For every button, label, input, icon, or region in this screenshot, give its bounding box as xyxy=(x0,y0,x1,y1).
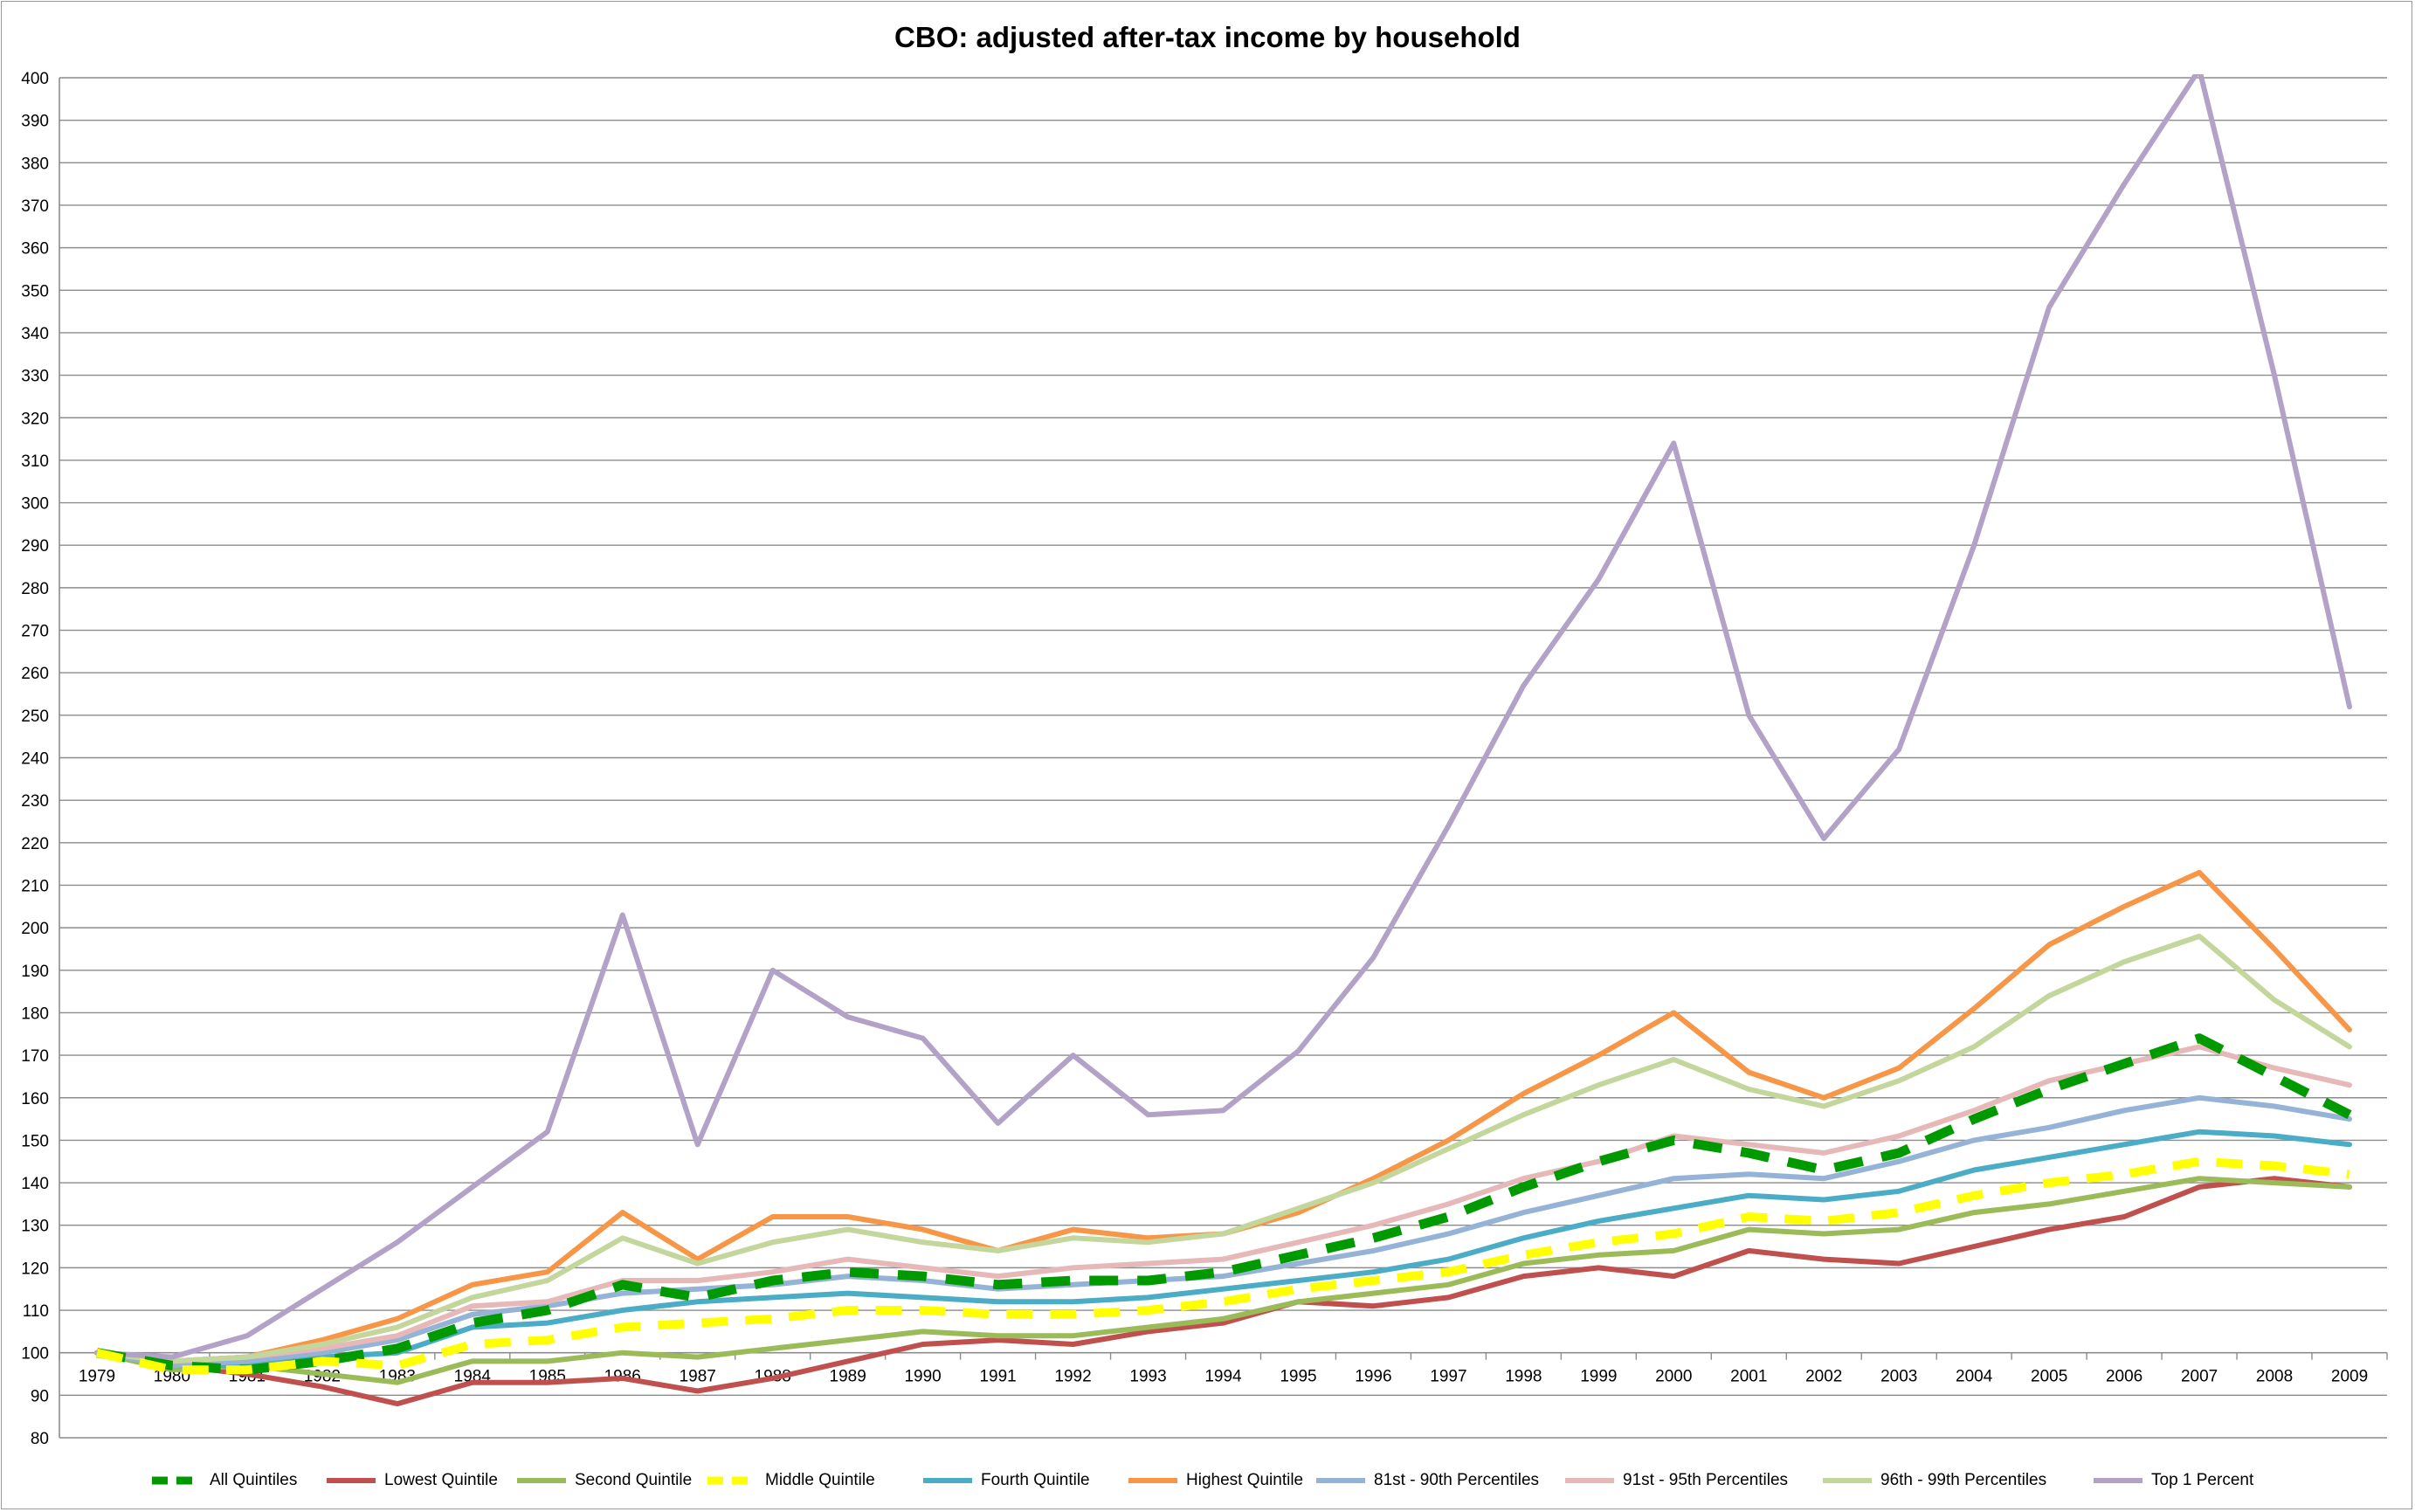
y-tick-label: 290 xyxy=(21,537,49,556)
x-tick-label: 1990 xyxy=(904,1368,941,1386)
y-tick-label: 100 xyxy=(21,1345,49,1364)
y-tick-label: 170 xyxy=(21,1047,49,1066)
x-tick-label: 1994 xyxy=(1204,1368,1242,1386)
x-tick-label: 1993 xyxy=(1129,1368,1166,1386)
legend-label: All Quintiles xyxy=(210,1471,298,1489)
y-tick-label: 160 xyxy=(21,1090,49,1108)
legend-swatch xyxy=(1823,1478,1872,1483)
legend-label: 81st - 90th Percentiles xyxy=(1374,1471,1540,1489)
series-line-fourth-quintile xyxy=(94,1129,2352,1369)
series-line-second-quintile xyxy=(94,1176,2352,1385)
y-tick-label: 330 xyxy=(21,368,49,386)
y-tick-label: 270 xyxy=(21,623,49,641)
legend-swatch xyxy=(1316,1478,1365,1483)
legend-item: Highest Quintile xyxy=(1127,1466,1303,1495)
y-tick-label: 230 xyxy=(21,792,49,811)
y-tick-label: 380 xyxy=(21,155,49,173)
y-tick-label: 110 xyxy=(23,1302,49,1321)
chart-title: CBO: adjusted after-tax income by househ… xyxy=(894,21,1521,53)
y-tick-label: 140 xyxy=(21,1175,49,1193)
legend-item: Middle Quintile xyxy=(706,1466,875,1495)
x-tick-label: 2003 xyxy=(1880,1368,1917,1386)
legend-label: Middle Quintile xyxy=(765,1471,875,1489)
series-line-96th-99th-percentiles xyxy=(94,933,2352,1364)
legend-swatch xyxy=(707,1476,756,1485)
legend-item: 96th - 99th Percentiles xyxy=(1821,1466,2046,1495)
x-tick-label: 1989 xyxy=(830,1368,866,1386)
legend-item: 91st - 95th Percentiles xyxy=(1563,1466,1788,1495)
legend-swatch xyxy=(2094,1478,2142,1483)
legend-item: Top 1 Percent xyxy=(2092,1466,2253,1495)
x-tick-label: 1980 xyxy=(154,1368,190,1386)
y-tick-label: 220 xyxy=(21,835,49,853)
series-line-top-1-percent xyxy=(94,74,2352,1360)
legend-label: Fourth Quintile xyxy=(981,1471,1090,1489)
y-tick-label: 350 xyxy=(21,282,49,300)
y-tick-label: 150 xyxy=(21,1132,49,1150)
x-tick-label: 2001 xyxy=(1730,1368,1767,1386)
y-tick-label: 180 xyxy=(21,1005,49,1023)
y-tick-label: 210 xyxy=(21,877,49,895)
x-tick-label: 1995 xyxy=(1280,1368,1316,1386)
y-tick-label: 130 xyxy=(21,1218,49,1236)
series-line-all-quintiles xyxy=(96,1033,2352,1375)
legend-item: 81st - 90th Percentiles xyxy=(1314,1466,1539,1495)
x-tick-label: 1998 xyxy=(1505,1368,1542,1386)
x-tick-label: 1979 xyxy=(79,1368,115,1386)
x-tick-label: 2009 xyxy=(2331,1368,2368,1386)
legend-label: 91st - 95th Percentiles xyxy=(1623,1471,1789,1489)
x-tick-label: 2007 xyxy=(2181,1368,2218,1386)
x-tick-label: 2008 xyxy=(2256,1368,2293,1386)
y-tick-label: 280 xyxy=(21,580,49,598)
y-tick-label: 260 xyxy=(21,665,49,683)
y-tick-label: 400 xyxy=(21,70,49,88)
legend-item: Second Quintile xyxy=(515,1466,692,1495)
legend-label: Second Quintile xyxy=(575,1471,693,1489)
legend-swatch xyxy=(517,1478,566,1483)
legend-swatch xyxy=(923,1478,972,1483)
y-tick-label: 80 xyxy=(31,1430,49,1448)
x-tick-label: 1999 xyxy=(1580,1368,1617,1386)
legend-item: Fourth Quintile xyxy=(921,1466,1090,1495)
legend-label: Lowest Quintile xyxy=(384,1471,498,1489)
legend-item: Lowest Quintile xyxy=(325,1466,498,1495)
legend-label: Top 1 Percent xyxy=(2151,1471,2254,1489)
legend-swatch xyxy=(1565,1478,1614,1483)
chart-legend: All Quintiles Lowest Quintile Second Quint… xyxy=(0,1466,2415,1495)
x-tick-label: 1997 xyxy=(1430,1368,1466,1386)
legend-swatch xyxy=(152,1476,201,1485)
y-tick-label: 190 xyxy=(21,963,49,981)
x-tick-label: 2006 xyxy=(2106,1368,2142,1386)
legend-swatch xyxy=(1128,1478,1177,1483)
series-line-middle-quintile xyxy=(95,1156,2350,1375)
series-line-lowest-quintile xyxy=(94,1176,2352,1407)
y-tick-label: 390 xyxy=(21,113,49,131)
y-tick-label: 370 xyxy=(21,197,49,216)
legend-label: Highest Quintile xyxy=(1186,1471,1304,1489)
series-line-91st-95th-percentiles xyxy=(94,1044,2352,1364)
x-tick-label: 2004 xyxy=(1956,1368,1993,1386)
x-tick-label: 1996 xyxy=(1355,1368,1391,1386)
x-tick-label: 2005 xyxy=(2031,1368,2067,1386)
y-tick-label: 250 xyxy=(21,708,49,726)
legend-label: 96th - 99th Percentiles xyxy=(1880,1471,2047,1489)
y-tick-label: 340 xyxy=(21,325,49,343)
legend-swatch xyxy=(327,1478,376,1483)
y-tick-label: 200 xyxy=(21,920,49,938)
y-tick-label: 120 xyxy=(21,1260,49,1278)
y-tick-label: 240 xyxy=(21,750,49,769)
y-tick-label: 90 xyxy=(31,1387,49,1405)
x-tick-label: 2002 xyxy=(1805,1368,1842,1386)
x-tick-label: 1991 xyxy=(979,1368,1016,1386)
y-tick-label: 300 xyxy=(21,495,49,514)
x-tick-label: 1992 xyxy=(1054,1368,1091,1386)
legend-item: All Quintiles xyxy=(150,1466,297,1495)
x-tick-label: 1987 xyxy=(680,1368,716,1386)
y-tick-label: 320 xyxy=(21,410,49,428)
y-tick-label: 360 xyxy=(21,240,49,259)
x-tick-label: 2000 xyxy=(1655,1368,1692,1386)
series-line-81st-90th-percentiles xyxy=(94,1094,2352,1369)
y-tick-label: 310 xyxy=(21,452,49,471)
